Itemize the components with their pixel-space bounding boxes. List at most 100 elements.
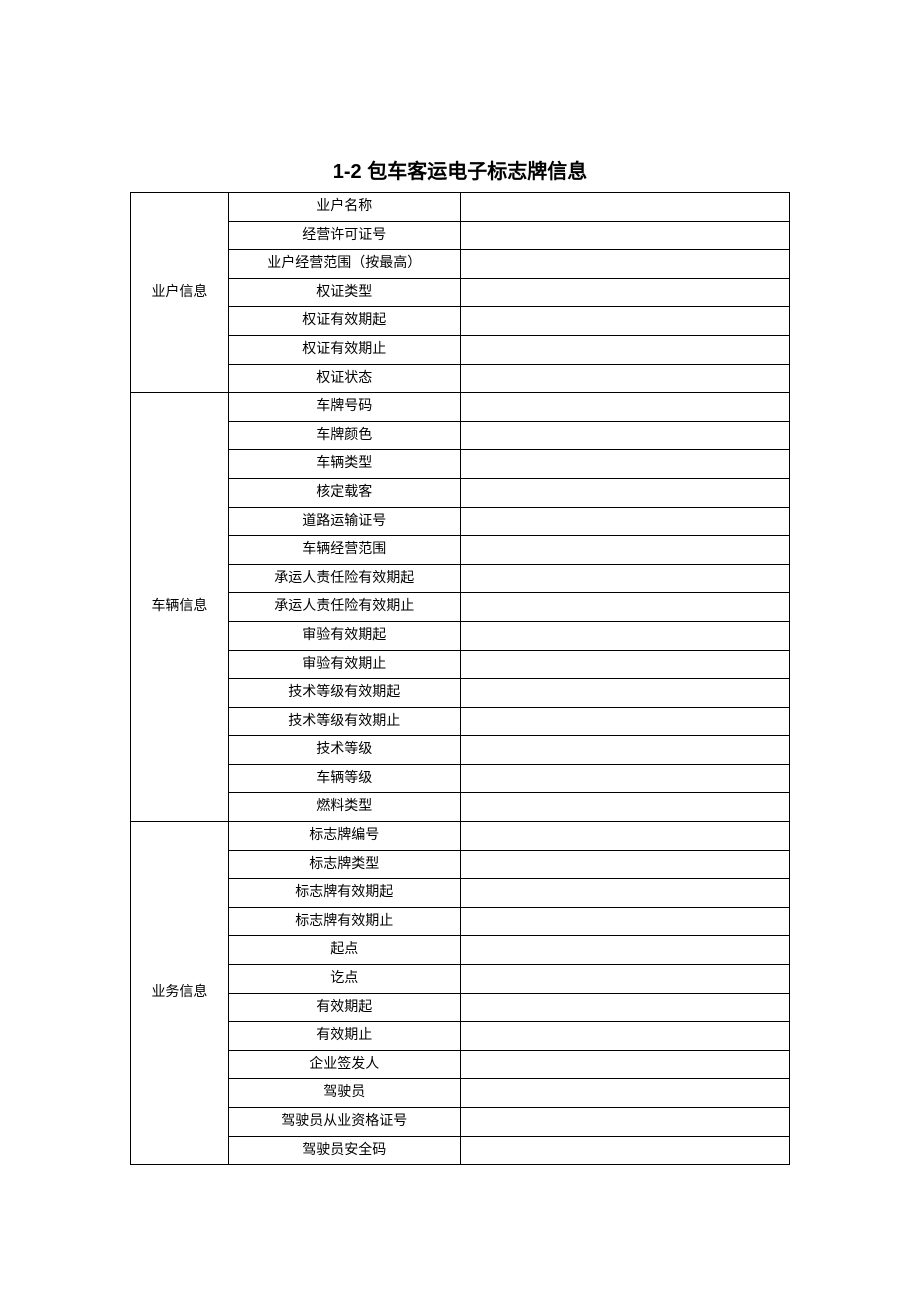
- table-row: 技术等级有效期止: [131, 707, 790, 736]
- field-label: 承运人责任险有效期止: [228, 593, 460, 622]
- field-value: [460, 278, 789, 307]
- field-label: 讫点: [228, 965, 460, 994]
- table-row: 业务信息标志牌编号: [131, 822, 790, 851]
- table-row: 起点: [131, 936, 790, 965]
- field-label: 权证有效期起: [228, 307, 460, 336]
- field-label: 权证类型: [228, 278, 460, 307]
- field-value: [460, 707, 789, 736]
- table-row: 车辆类型: [131, 450, 790, 479]
- field-value: [460, 364, 789, 393]
- field-label: 起点: [228, 936, 460, 965]
- field-value: [460, 564, 789, 593]
- field-label: 车辆经营范围: [228, 536, 460, 565]
- field-value: [460, 1136, 789, 1165]
- field-label: 标志牌编号: [228, 822, 460, 851]
- document-container: 1-2 包车客运电子标志牌信息 业户信息业户名称经营许可证号业户经营范围（按最高…: [130, 155, 790, 1301]
- table-row: 权证有效期止: [131, 335, 790, 364]
- field-value: [460, 1022, 789, 1051]
- table-row: 权证类型: [131, 278, 790, 307]
- table-row: 权证状态: [131, 364, 790, 393]
- field-label: 企业签发人: [228, 1050, 460, 1079]
- table-row: 技术等级有效期起: [131, 679, 790, 708]
- table-row: 燃料类型: [131, 793, 790, 822]
- field-value: [460, 193, 789, 222]
- table-row: 道路运输证号: [131, 507, 790, 536]
- document-title: 1-2 包车客运电子标志牌信息: [130, 155, 790, 184]
- table-row: 标志牌有效期止: [131, 907, 790, 936]
- table-row: 承运人责任险有效期止: [131, 593, 790, 622]
- field-value: [460, 993, 789, 1022]
- field-value: [460, 793, 789, 822]
- field-value: [460, 1079, 789, 1108]
- field-label: 车辆类型: [228, 450, 460, 479]
- field-label: 车辆等级: [228, 764, 460, 793]
- table-row: 技术等级: [131, 736, 790, 765]
- field-label: 承运人责任险有效期起: [228, 564, 460, 593]
- field-value: [460, 936, 789, 965]
- field-label: 技术等级有效期起: [228, 679, 460, 708]
- field-label: 驾驶员安全码: [228, 1136, 460, 1165]
- table-row: 车牌颜色: [131, 421, 790, 450]
- table-row: 讫点: [131, 965, 790, 994]
- field-value: [460, 679, 789, 708]
- table-row: 标志牌类型: [131, 850, 790, 879]
- field-label: 标志牌有效期止: [228, 907, 460, 936]
- table-row: 车辆经营范围: [131, 536, 790, 565]
- field-value: [460, 822, 789, 851]
- field-value: [460, 764, 789, 793]
- field-value: [460, 1108, 789, 1137]
- field-label: 业户名称: [228, 193, 460, 222]
- field-label: 驾驶员: [228, 1079, 460, 1108]
- table-row: 车辆信息车牌号码: [131, 393, 790, 422]
- table-row: 权证有效期起: [131, 307, 790, 336]
- field-value: [460, 650, 789, 679]
- field-label: 权证有效期止: [228, 335, 460, 364]
- field-value: [460, 393, 789, 422]
- table-row: 驾驶员: [131, 1079, 790, 1108]
- field-value: [460, 421, 789, 450]
- info-table: 业户信息业户名称经营许可证号业户经营范围（按最高）权证类型权证有效期起权证有效期…: [130, 192, 790, 1165]
- table-row: 驾驶员安全码: [131, 1136, 790, 1165]
- field-value: [460, 478, 789, 507]
- field-label: 车牌颜色: [228, 421, 460, 450]
- field-label: 业户经营范围（按最高）: [228, 250, 460, 279]
- table-row: 审验有效期起: [131, 621, 790, 650]
- field-value: [460, 450, 789, 479]
- field-value: [460, 1050, 789, 1079]
- field-value: [460, 250, 789, 279]
- field-label: 道路运输证号: [228, 507, 460, 536]
- table-row: 承运人责任险有效期起: [131, 564, 790, 593]
- field-label: 审验有效期止: [228, 650, 460, 679]
- field-label: 标志牌有效期起: [228, 879, 460, 908]
- section-label: 业务信息: [131, 822, 229, 1165]
- field-label: 标志牌类型: [228, 850, 460, 879]
- table-row: 业户信息业户名称: [131, 193, 790, 222]
- table-row: 业户经营范围（按最高）: [131, 250, 790, 279]
- field-value: [460, 335, 789, 364]
- table-row: 企业签发人: [131, 1050, 790, 1079]
- field-label: 车牌号码: [228, 393, 460, 422]
- field-label: 权证状态: [228, 364, 460, 393]
- field-label: 有效期止: [228, 1022, 460, 1051]
- field-value: [460, 507, 789, 536]
- section-label: 车辆信息: [131, 393, 229, 822]
- table-row: 核定载客: [131, 478, 790, 507]
- section-label: 业户信息: [131, 193, 229, 393]
- field-value: [460, 965, 789, 994]
- field-label: 技术等级有效期止: [228, 707, 460, 736]
- field-label: 驾驶员从业资格证号: [228, 1108, 460, 1137]
- table-row: 有效期止: [131, 1022, 790, 1051]
- table-row: 标志牌有效期起: [131, 879, 790, 908]
- field-value: [460, 907, 789, 936]
- field-value: [460, 736, 789, 765]
- field-label: 燃料类型: [228, 793, 460, 822]
- field-value: [460, 850, 789, 879]
- field-label: 核定载客: [228, 478, 460, 507]
- field-label: 审验有效期起: [228, 621, 460, 650]
- table-row: 经营许可证号: [131, 221, 790, 250]
- field-value: [460, 593, 789, 622]
- field-value: [460, 621, 789, 650]
- field-label: 有效期起: [228, 993, 460, 1022]
- table-row: 审验有效期止: [131, 650, 790, 679]
- table-row: 有效期起: [131, 993, 790, 1022]
